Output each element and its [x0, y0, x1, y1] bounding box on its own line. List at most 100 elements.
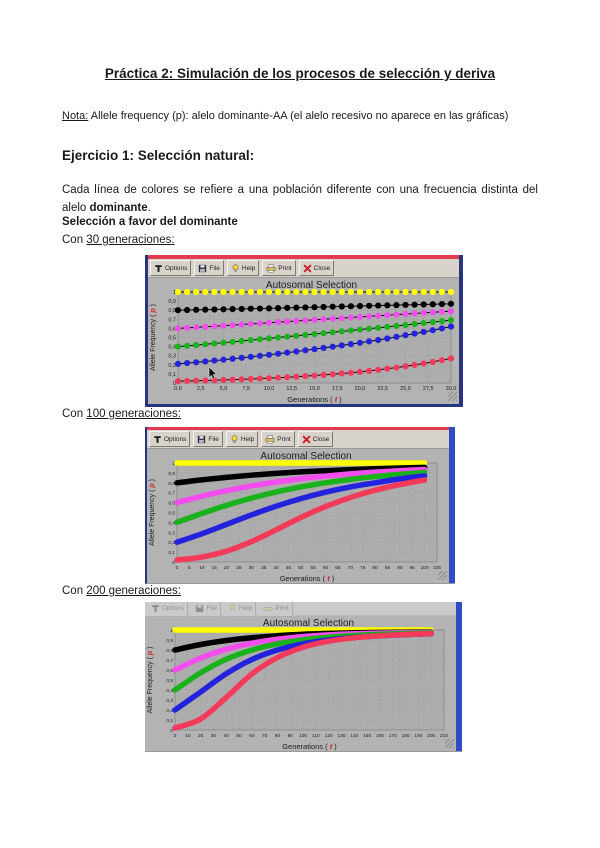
resize-grip[interactable]	[445, 739, 454, 748]
svg-text:0,8: 0,8	[168, 308, 176, 314]
svg-text:12,5: 12,5	[286, 386, 297, 392]
svg-text:0,4: 0,4	[168, 520, 175, 526]
svg-text:0,6: 0,6	[166, 668, 173, 674]
help-button[interactable]: Help	[225, 431, 259, 447]
svg-text:0,5: 0,5	[168, 336, 176, 342]
svg-text:190: 190	[414, 733, 422, 739]
svg-text:85: 85	[385, 565, 391, 571]
autosomal-selection-chart-200gen: Autosomal Selection 1 0,9 0,8 0,7 0,6 0,5 0,4 0,…	[145, 616, 462, 757]
caption-prefix: Con	[62, 234, 87, 246]
close-label: Close	[313, 264, 331, 272]
print-button[interactable]: Print	[259, 600, 293, 617]
svg-text:0,8: 0,8	[168, 481, 175, 487]
mouse-cursor-icon	[208, 367, 217, 380]
file-button[interactable]: File	[191, 600, 221, 617]
svg-text:0,4: 0,4	[168, 345, 176, 351]
options-button[interactable]: Options	[150, 260, 192, 276]
help-icon	[232, 263, 239, 272]
vertical-scrollbar[interactable]	[456, 602, 462, 751]
file-icon	[196, 604, 204, 613]
svg-text:95: 95	[410, 565, 416, 571]
options-button[interactable]: Options	[149, 431, 191, 447]
svg-text:0,2: 0,2	[166, 708, 173, 714]
print-icon	[266, 264, 276, 273]
svg-text:0: 0	[172, 560, 175, 566]
print-label: Print	[277, 435, 291, 443]
svg-text:20,0: 20,0	[355, 386, 366, 392]
file-label: File	[209, 264, 220, 272]
close-button[interactable]: Close	[297, 431, 334, 447]
options-button[interactable]: Options	[147, 600, 189, 617]
options-label: Options	[164, 435, 187, 443]
svg-text:Autosomal Selection: Autosomal Selection	[263, 618, 354, 629]
caption-underlined: 100 generaciones:	[86, 408, 181, 420]
svg-text:Autosomal Selection: Autosomal Selection	[266, 280, 357, 291]
svg-text:40: 40	[273, 565, 279, 571]
simulator-window-200gen: Options File Help Print Autosomal Select…	[145, 600, 462, 752]
svg-text:65: 65	[335, 565, 341, 571]
svg-text:200: 200	[427, 733, 435, 739]
svg-text:0,1: 0,1	[168, 372, 176, 378]
help-icon	[229, 604, 236, 611]
svg-text:20: 20	[224, 565, 230, 571]
svg-text:70: 70	[262, 733, 268, 739]
svg-text:0,7: 0,7	[168, 317, 176, 323]
svg-text:0,9: 0,9	[168, 471, 175, 477]
window-top-stripe	[148, 255, 459, 259]
svg-text:90: 90	[397, 565, 403, 571]
svg-text:0,6: 0,6	[168, 501, 175, 507]
svg-text:17,5: 17,5	[332, 386, 343, 392]
body-text-bold: dominante	[89, 201, 148, 214]
help-button[interactable]: Help	[226, 260, 260, 276]
svg-text:0,1: 0,1	[168, 550, 175, 556]
svg-text:Allele Frequency ( p ): Allele Frequency ( p )	[147, 647, 154, 714]
resize-grip[interactable]	[438, 571, 447, 580]
autosomal-selection-chart-30gen: Autosomal Selection 1 0,9 0,8 0,7 0,6 0,5 0,4 0,…	[148, 278, 459, 410]
print-button[interactable]: Print	[262, 260, 296, 276]
vertical-scrollbar[interactable]	[449, 427, 455, 583]
svg-text:10: 10	[199, 565, 205, 571]
svg-text:80: 80	[372, 565, 378, 571]
svg-text:50: 50	[236, 733, 242, 739]
file-button[interactable]: File	[193, 431, 223, 447]
svg-text:35: 35	[261, 565, 267, 571]
file-label: File	[208, 435, 219, 443]
svg-text:170: 170	[389, 733, 397, 739]
document-title: Práctica 2: Simulación de los procesos d…	[104, 66, 496, 81]
file-label: File	[206, 605, 217, 612]
print-button[interactable]: Print	[261, 431, 295, 447]
close-icon	[303, 264, 311, 272]
note-label: Nota:	[62, 110, 89, 122]
svg-text:90: 90	[288, 733, 294, 739]
close-button[interactable]: Close	[298, 260, 335, 276]
caption-prefix: Con	[62, 585, 87, 597]
autosomal-selection-chart-100gen: Autosomal Selection 1 0,9 0,8 0,7 0,6 0,5 0,4 0,…	[147, 449, 455, 589]
svg-text:15: 15	[211, 565, 217, 571]
resize-grip[interactable]	[448, 392, 457, 401]
svg-text:25,0: 25,0	[400, 386, 411, 392]
svg-text:105: 105	[433, 565, 441, 571]
svg-text:1: 1	[172, 461, 175, 467]
file-icon	[198, 435, 206, 443]
svg-text:180: 180	[402, 733, 410, 739]
svg-text:1: 1	[173, 290, 176, 296]
svg-text:0,5: 0,5	[166, 678, 173, 684]
help-button[interactable]: Help	[223, 600, 257, 617]
svg-text:30: 30	[211, 733, 217, 739]
svg-text:Generations ( t ): Generations ( t )	[282, 742, 337, 751]
caption-30-generaciones: Con 30 generaciones:	[62, 234, 175, 246]
exercise-body: Cada línea de colores se refiere a una p…	[62, 181, 538, 217]
svg-text:0,9: 0,9	[168, 299, 176, 305]
svg-text:100: 100	[421, 565, 429, 571]
svg-text:0,7: 0,7	[168, 491, 175, 497]
svg-text:210: 210	[440, 733, 448, 739]
svg-text:27,5: 27,5	[423, 386, 434, 392]
caption-underlined: 200 generaciones:	[86, 585, 181, 597]
note-line: Nota: Allele frequency (p): alelo domina…	[62, 110, 540, 122]
svg-text:50: 50	[298, 565, 304, 571]
svg-text:80: 80	[275, 733, 281, 739]
file-button[interactable]: File	[194, 260, 224, 276]
options-icon	[152, 605, 159, 612]
svg-text:0,2: 0,2	[168, 363, 176, 369]
svg-text:0: 0	[170, 728, 173, 734]
